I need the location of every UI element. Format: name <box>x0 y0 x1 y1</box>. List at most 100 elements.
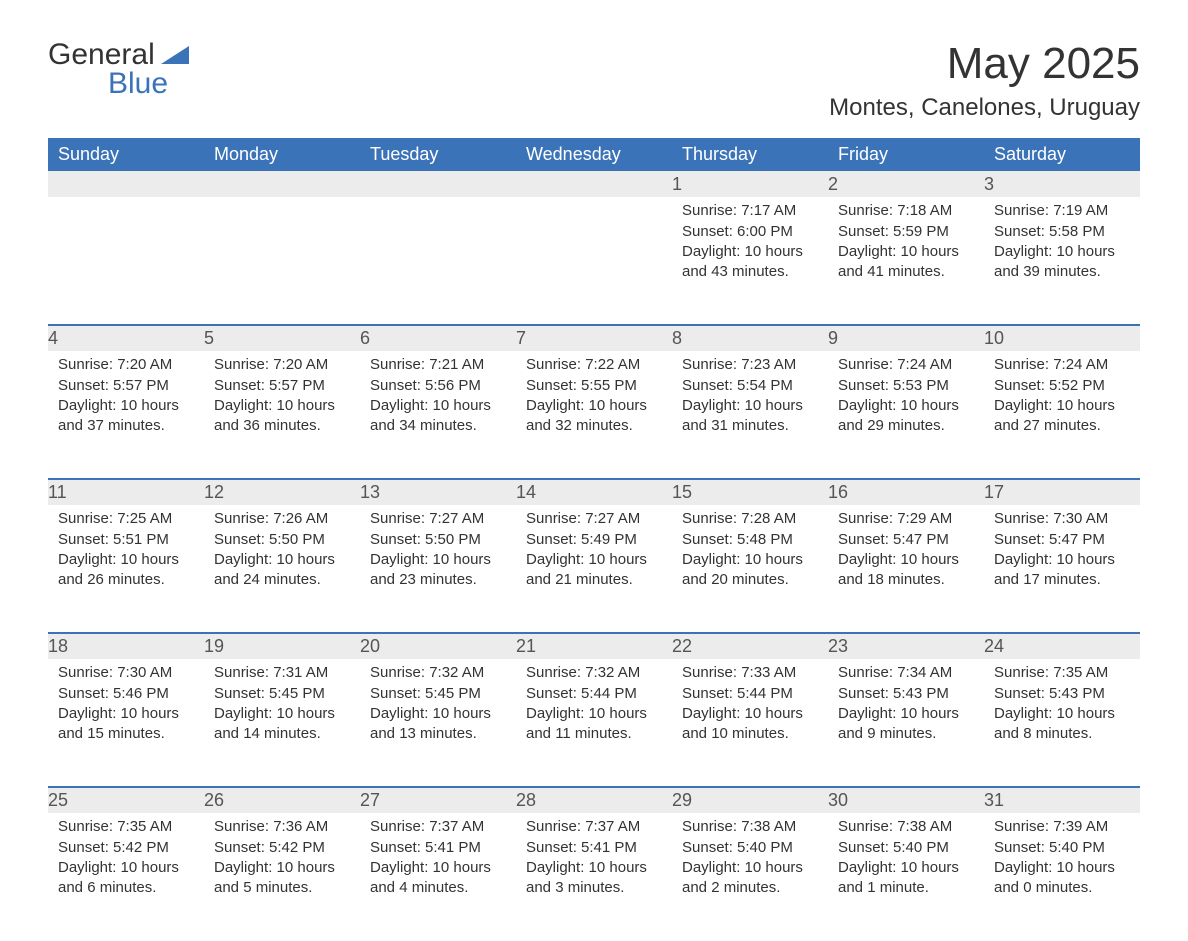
day-details: Sunrise: 7:19 AMSunset: 5:58 PMDaylight:… <box>984 197 1140 292</box>
day-details: Sunrise: 7:24 AMSunset: 5:53 PMDaylight:… <box>828 351 984 446</box>
day-cell: Sunrise: 7:39 AMSunset: 5:40 PMDaylight:… <box>984 813 1140 941</box>
sunrise-line: Sunrise: 7:27 AM <box>370 509 506 529</box>
sunset-line: Sunset: 5:43 PM <box>838 684 974 704</box>
day-details: Sunrise: 7:28 AMSunset: 5:48 PMDaylight:… <box>672 505 828 600</box>
day-body-row: Sunrise: 7:25 AMSunset: 5:51 PMDaylight:… <box>48 505 1140 633</box>
daylight-line: Daylight: 10 hours and 26 minutes. <box>58 550 194 591</box>
day-details: Sunrise: 7:35 AMSunset: 5:42 PMDaylight:… <box>48 813 204 908</box>
logo-triangle-icon <box>161 46 189 69</box>
day-number: 14 <box>516 479 672 505</box>
sunrise-line: Sunrise: 7:25 AM <box>58 509 194 529</box>
sunrise-line: Sunrise: 7:33 AM <box>682 663 818 683</box>
sunset-line: Sunset: 5:54 PM <box>682 376 818 396</box>
day-empty-body <box>360 197 516 325</box>
sunrise-line: Sunrise: 7:35 AM <box>994 663 1130 683</box>
day-cell: Sunrise: 7:24 AMSunset: 5:53 PMDaylight:… <box>828 351 984 479</box>
day-number: 19 <box>204 633 360 659</box>
weekday-header: Friday <box>828 138 984 171</box>
day-number: 29 <box>672 787 828 813</box>
daylight-line: Daylight: 10 hours and 29 minutes. <box>838 396 974 437</box>
daylight-line: Daylight: 10 hours and 2 minutes. <box>682 858 818 899</box>
sunrise-line: Sunrise: 7:30 AM <box>58 663 194 683</box>
day-details: Sunrise: 7:30 AMSunset: 5:46 PMDaylight:… <box>48 659 204 754</box>
daylight-line: Daylight: 10 hours and 4 minutes. <box>370 858 506 899</box>
sunset-line: Sunset: 5:48 PM <box>682 530 818 550</box>
sunset-line: Sunset: 5:43 PM <box>994 684 1130 704</box>
day-number: 1 <box>672 171 828 197</box>
day-details: Sunrise: 7:30 AMSunset: 5:47 PMDaylight:… <box>984 505 1140 600</box>
day-cell: Sunrise: 7:35 AMSunset: 5:42 PMDaylight:… <box>48 813 204 941</box>
sunset-line: Sunset: 5:57 PM <box>214 376 350 396</box>
day-details: Sunrise: 7:25 AMSunset: 5:51 PMDaylight:… <box>48 505 204 600</box>
sunrise-line: Sunrise: 7:18 AM <box>838 201 974 221</box>
sunset-line: Sunset: 5:50 PM <box>214 530 350 550</box>
day-details: Sunrise: 7:37 AMSunset: 5:41 PMDaylight:… <box>360 813 516 908</box>
day-number: 31 <box>984 787 1140 813</box>
day-number: 16 <box>828 479 984 505</box>
sunset-line: Sunset: 5:52 PM <box>994 376 1130 396</box>
day-cell: Sunrise: 7:30 AMSunset: 5:47 PMDaylight:… <box>984 505 1140 633</box>
daylight-line: Daylight: 10 hours and 41 minutes. <box>838 242 974 283</box>
day-details: Sunrise: 7:33 AMSunset: 5:44 PMDaylight:… <box>672 659 828 754</box>
daylight-line: Daylight: 10 hours and 23 minutes. <box>370 550 506 591</box>
day-cell: Sunrise: 7:22 AMSunset: 5:55 PMDaylight:… <box>516 351 672 479</box>
day-number: 18 <box>48 633 204 659</box>
sunrise-line: Sunrise: 7:19 AM <box>994 201 1130 221</box>
day-details: Sunrise: 7:21 AMSunset: 5:56 PMDaylight:… <box>360 351 516 446</box>
day-details: Sunrise: 7:36 AMSunset: 5:42 PMDaylight:… <box>204 813 360 908</box>
sunrise-line: Sunrise: 7:32 AM <box>370 663 506 683</box>
day-empty-body <box>48 197 204 325</box>
daylight-line: Daylight: 10 hours and 0 minutes. <box>994 858 1130 899</box>
daynum-row: 11121314151617 <box>48 479 1140 505</box>
sunset-line: Sunset: 5:55 PM <box>526 376 662 396</box>
daylight-line: Daylight: 10 hours and 32 minutes. <box>526 396 662 437</box>
day-details: Sunrise: 7:35 AMSunset: 5:43 PMDaylight:… <box>984 659 1140 754</box>
day-details: Sunrise: 7:37 AMSunset: 5:41 PMDaylight:… <box>516 813 672 908</box>
day-empty-body <box>516 197 672 325</box>
sunrise-line: Sunrise: 7:26 AM <box>214 509 350 529</box>
day-body-row: Sunrise: 7:20 AMSunset: 5:57 PMDaylight:… <box>48 351 1140 479</box>
sunrise-line: Sunrise: 7:31 AM <box>214 663 350 683</box>
logo-general: General <box>48 38 155 71</box>
sunrise-line: Sunrise: 7:38 AM <box>682 817 818 837</box>
day-number: 22 <box>672 633 828 659</box>
day-cell: Sunrise: 7:17 AMSunset: 6:00 PMDaylight:… <box>672 197 828 325</box>
day-number: 2 <box>828 171 984 197</box>
day-number: 23 <box>828 633 984 659</box>
day-empty <box>516 171 672 197</box>
day-details: Sunrise: 7:27 AMSunset: 5:49 PMDaylight:… <box>516 505 672 600</box>
daylight-line: Daylight: 10 hours and 37 minutes. <box>58 396 194 437</box>
day-cell: Sunrise: 7:37 AMSunset: 5:41 PMDaylight:… <box>360 813 516 941</box>
day-number: 9 <box>828 325 984 351</box>
sunset-line: Sunset: 5:41 PM <box>370 838 506 858</box>
daylight-line: Daylight: 10 hours and 36 minutes. <box>214 396 350 437</box>
day-cell: Sunrise: 7:32 AMSunset: 5:45 PMDaylight:… <box>360 659 516 787</box>
day-body-row: Sunrise: 7:30 AMSunset: 5:46 PMDaylight:… <box>48 659 1140 787</box>
sunset-line: Sunset: 5:57 PM <box>58 376 194 396</box>
sunrise-line: Sunrise: 7:32 AM <box>526 663 662 683</box>
day-details: Sunrise: 7:32 AMSunset: 5:45 PMDaylight:… <box>360 659 516 754</box>
day-number: 12 <box>204 479 360 505</box>
daylight-line: Daylight: 10 hours and 6 minutes. <box>58 858 194 899</box>
day-details: Sunrise: 7:39 AMSunset: 5:40 PMDaylight:… <box>984 813 1140 908</box>
sunset-line: Sunset: 5:40 PM <box>838 838 974 858</box>
sunrise-line: Sunrise: 7:20 AM <box>58 355 194 375</box>
day-cell: Sunrise: 7:38 AMSunset: 5:40 PMDaylight:… <box>672 813 828 941</box>
day-cell: Sunrise: 7:20 AMSunset: 5:57 PMDaylight:… <box>48 351 204 479</box>
daylight-line: Daylight: 10 hours and 39 minutes. <box>994 242 1130 283</box>
logo: General Blue <box>48 40 189 99</box>
day-number: 30 <box>828 787 984 813</box>
day-cell: Sunrise: 7:35 AMSunset: 5:43 PMDaylight:… <box>984 659 1140 787</box>
day-cell: Sunrise: 7:36 AMSunset: 5:42 PMDaylight:… <box>204 813 360 941</box>
day-body-row: Sunrise: 7:17 AMSunset: 6:00 PMDaylight:… <box>48 197 1140 325</box>
day-cell: Sunrise: 7:19 AMSunset: 5:58 PMDaylight:… <box>984 197 1140 325</box>
day-number: 27 <box>360 787 516 813</box>
weekday-header: Thursday <box>672 138 828 171</box>
day-details: Sunrise: 7:31 AMSunset: 5:45 PMDaylight:… <box>204 659 360 754</box>
sunset-line: Sunset: 5:58 PM <box>994 222 1130 242</box>
daylight-line: Daylight: 10 hours and 13 minutes. <box>370 704 506 745</box>
daylight-line: Daylight: 10 hours and 18 minutes. <box>838 550 974 591</box>
daylight-line: Daylight: 10 hours and 14 minutes. <box>214 704 350 745</box>
header: General Blue May 2025 Montes, Canelones,… <box>48 40 1140 122</box>
day-body-row: Sunrise: 7:35 AMSunset: 5:42 PMDaylight:… <box>48 813 1140 941</box>
